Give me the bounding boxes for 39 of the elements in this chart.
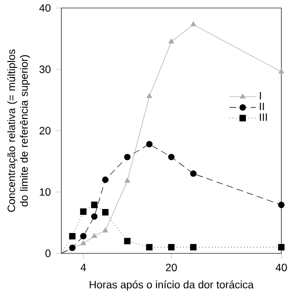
point	[278, 202, 285, 208]
legend-label: III	[260, 113, 267, 121]
point	[102, 209, 109, 216]
point	[69, 244, 76, 252]
point	[91, 213, 98, 220]
legend-label: I	[260, 92, 261, 100]
point	[102, 227, 108, 232]
point	[278, 244, 285, 250]
point	[146, 93, 152, 98]
point	[124, 178, 130, 183]
point	[190, 21, 196, 26]
y-tick-label: 0	[45, 250, 51, 258]
point	[80, 240, 86, 246]
point	[80, 208, 87, 215]
point	[80, 232, 87, 240]
point	[146, 140, 153, 148]
point	[146, 244, 153, 250]
legend-label: II	[260, 102, 264, 110]
x-tick-label: 40	[276, 264, 287, 272]
y-tick-label: 10	[40, 188, 51, 196]
point	[124, 238, 131, 244]
point	[124, 154, 131, 160]
x-tick-label: 4	[80, 264, 86, 272]
point	[91, 202, 98, 208]
point	[168, 38, 174, 44]
x-tick-label: 20	[166, 264, 177, 272]
point	[69, 232, 76, 240]
y-axis-title: Concentração relativa (= múltiplos do limite de referência superior)	[7, 49, 30, 212]
y-tick-label: 40	[39, 4, 51, 12]
point	[190, 244, 197, 250]
y-tick-label: 30	[39, 66, 51, 74]
point	[190, 170, 197, 177]
point	[102, 176, 109, 183]
y-tick-label: 20	[40, 126, 51, 134]
point	[168, 244, 175, 250]
point	[278, 68, 284, 74]
x-axis-title: Horas após o início da dor torácica	[90, 280, 254, 291]
point	[168, 154, 175, 160]
point	[92, 232, 98, 238]
